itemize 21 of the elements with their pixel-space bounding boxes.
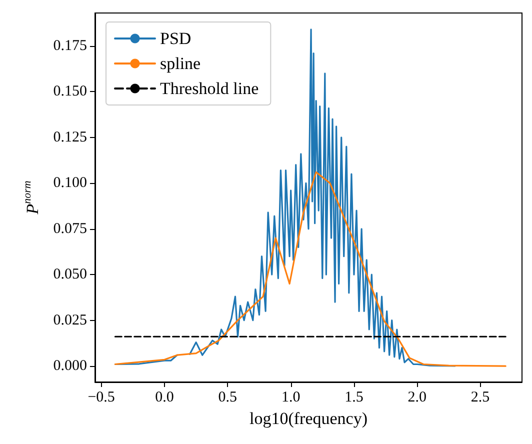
y-tick-label: 0.125 bbox=[53, 129, 87, 146]
y-axis-title: Pnorm bbox=[22, 180, 42, 216]
y-tick-label: 0.075 bbox=[53, 220, 87, 237]
y-tick-label: 0.175 bbox=[53, 38, 87, 54]
legend-label: Threshold line bbox=[160, 79, 259, 98]
y-tick-label: 0.025 bbox=[53, 312, 87, 328]
y-tick-label: 0.000 bbox=[53, 358, 87, 374]
x-tick-label: 0.5 bbox=[218, 390, 238, 406]
y-tick-label: 0.050 bbox=[53, 266, 87, 283]
legend-label: PSD bbox=[160, 29, 192, 48]
y-tick-label: 0.150 bbox=[53, 84, 87, 100]
x-tick-label: 1.0 bbox=[281, 390, 300, 406]
y-tick-label: 0.100 bbox=[53, 175, 87, 192]
x-axis-title: log10(frequency) bbox=[249, 409, 368, 428]
legend-label: spline bbox=[160, 54, 201, 73]
x-tick-label: −0.5 bbox=[88, 390, 115, 406]
x-tick-label: 2.5 bbox=[470, 390, 490, 406]
x-tick-label: 0.0 bbox=[155, 390, 174, 406]
x-tick-label: 1.5 bbox=[344, 390, 364, 406]
x-tick-label: 2.0 bbox=[408, 390, 427, 406]
line-series bbox=[114, 171, 506, 367]
